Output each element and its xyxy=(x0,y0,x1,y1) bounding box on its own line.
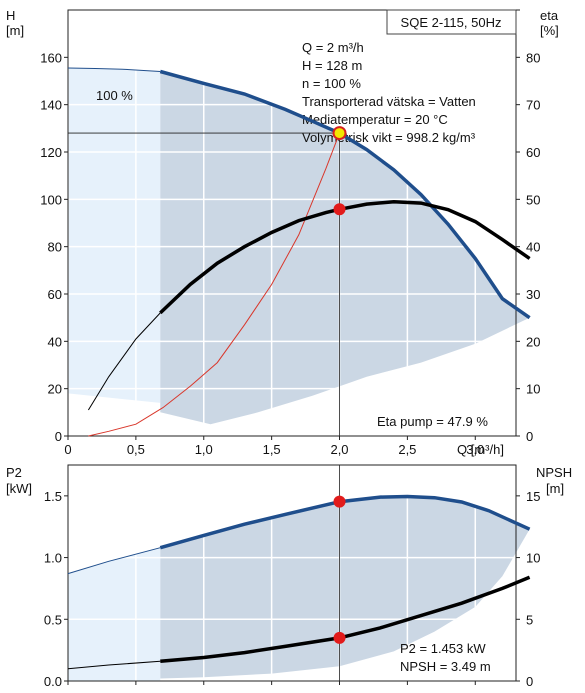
y-right-tick-label: 60 xyxy=(526,145,540,160)
y-left-tick-label: 0 xyxy=(55,429,62,444)
operating-point-head xyxy=(332,126,347,141)
y-left-tick-label: 0.0 xyxy=(44,674,62,689)
x-tick-label: 0 xyxy=(64,442,71,457)
y-left-tick-label: 1.0 xyxy=(44,551,62,566)
y-left-axis-unit: [kW] xyxy=(6,481,32,496)
y-left-tick-label: 1.5 xyxy=(44,489,62,504)
plot-frame xyxy=(67,464,517,682)
y-left-tick-label: 80 xyxy=(48,240,62,255)
efficiency-curve-extrapolated xyxy=(87,312,161,411)
y-left-tick-label: 20 xyxy=(48,382,62,397)
x-tick-label: 3,0 xyxy=(466,442,484,457)
head-curve-extrapolated xyxy=(67,67,161,72)
y-left-tick-label: 100 xyxy=(40,192,62,207)
operating-point-power xyxy=(333,495,346,508)
y-right-tick-label: 10 xyxy=(526,551,540,566)
chart-title: SQE 2-115, 50Hz xyxy=(401,15,502,30)
info-line: H = 128 m xyxy=(302,58,362,73)
title-box xyxy=(386,9,517,35)
x-tick-label: 1,5 xyxy=(263,442,281,457)
y-left-tick-label: 40 xyxy=(48,334,62,349)
y-right-tick-label: 30 xyxy=(526,287,540,302)
x-tick-label: 2,5 xyxy=(398,442,416,457)
operating-point-efficiency xyxy=(333,203,346,216)
y-right-tick-label: 70 xyxy=(526,98,540,113)
y-right-tick-label: 5 xyxy=(526,612,533,627)
axis-ticks: 0 0,5 1,0 1,5 2,0 2,5 3,0020406080100120140160… xyxy=(40,9,540,457)
y-left-tick-label: 120 xyxy=(40,145,62,160)
system-curve xyxy=(88,132,340,437)
npsh-note: NPSH = 3.49 m xyxy=(400,659,491,674)
y-right-axis-unit: [%] xyxy=(540,23,559,38)
curve-label-100-percent: 100 % xyxy=(96,88,133,103)
p2-note: P2 = 1.453 kW xyxy=(400,641,486,656)
low-flow-band xyxy=(68,547,161,681)
power-curve xyxy=(159,494,531,550)
x-axis-title: Q [m³/h] xyxy=(457,442,504,457)
operating-range-area xyxy=(160,71,530,425)
x-tick-label: 2,0 xyxy=(330,442,348,457)
y-right-tick-label: 50 xyxy=(526,192,540,207)
operating-range-area xyxy=(160,496,530,679)
y-right-tick-label: 20 xyxy=(526,334,540,349)
y-left-axis-unit: [m] xyxy=(6,23,24,38)
info-line: Mediatemperatur = 20 °C xyxy=(302,112,448,127)
power-npsh-chart: P2 [kW] NPSH [m] 0.0 0.5 1.0 1.5 0 5 10 15 P2 =… xyxy=(6,464,572,689)
x-tick-label: 0,5 xyxy=(127,442,145,457)
info-line: Transporterad vätska = Vatten xyxy=(302,94,476,109)
info-line: Volymetrisk vikt = 998.2 kg/m³ xyxy=(302,130,476,145)
y-left-tick-label: 0.5 xyxy=(44,612,62,627)
x-tick-label: 1,0 xyxy=(195,442,213,457)
plot-frame xyxy=(67,9,517,437)
y-right-tick-label: 0 xyxy=(526,429,533,444)
info-line: Q = 2 m³/h xyxy=(302,40,364,55)
eta-pump-note: Eta pump = 47.9 % xyxy=(377,414,488,429)
y-right-tick-label: 10 xyxy=(526,382,540,397)
power-curve-extrapolated xyxy=(67,547,161,575)
npsh-curve xyxy=(160,575,531,664)
axis-ticks: 0.0 0.5 1.0 1.5 0 5 10 15 xyxy=(44,489,541,689)
y-right-tick-label: 80 xyxy=(526,50,540,65)
info-line: n = 100 % xyxy=(302,76,361,91)
y-left-tick-label: 140 xyxy=(40,98,62,113)
y-right-tick-label: 15 xyxy=(526,489,540,504)
y-left-tick-label: 60 xyxy=(48,287,62,302)
operating-point-npsh xyxy=(333,631,346,644)
head-eta-chart: H [m] eta [%] SQE 2-115, 50Hz 0 0,5 1,0 1,5… xyxy=(6,8,559,457)
y-left-axis-title: P2 xyxy=(6,465,22,480)
y-right-axis-title: NPSH xyxy=(536,465,572,480)
y-right-tick-label: 40 xyxy=(526,240,540,255)
head-curve xyxy=(159,69,531,320)
y-right-axis-unit: [m] xyxy=(546,481,564,496)
y-right-tick-label: 0 xyxy=(526,674,533,689)
y-left-tick-label: 160 xyxy=(40,50,62,65)
low-flow-band xyxy=(68,68,161,403)
y-left-axis-title: H xyxy=(6,8,15,23)
y-right-axis-title: eta xyxy=(540,8,559,23)
npsh-curve-extrapolated xyxy=(67,660,161,670)
